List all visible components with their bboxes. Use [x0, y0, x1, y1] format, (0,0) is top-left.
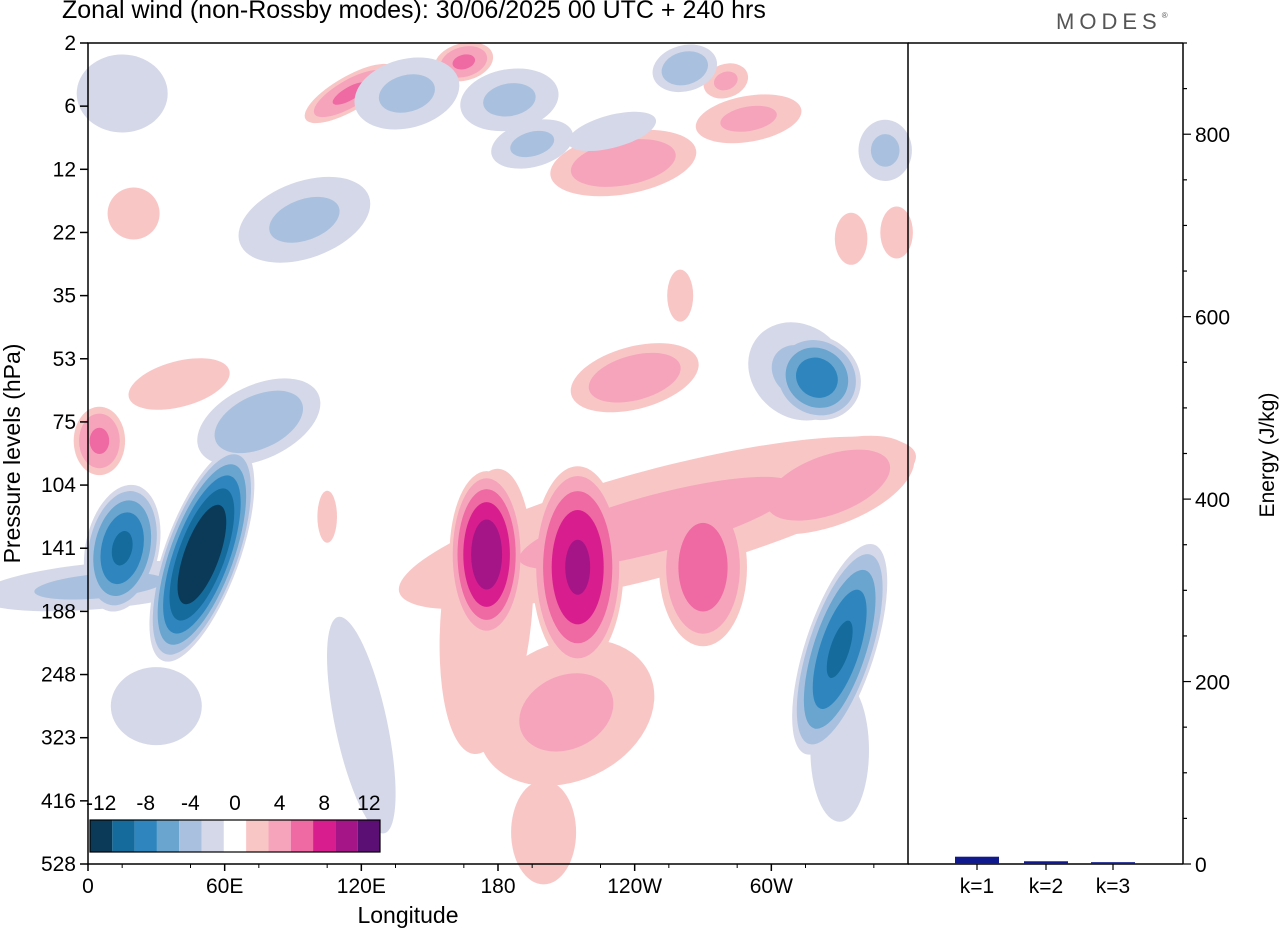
wind-contour-pos-1-29	[588, 352, 681, 403]
y-axis-label: Pressure levels (hPa)	[0, 344, 25, 564]
bar-k=3	[1091, 862, 1135, 864]
wind-contour-neg-7-8	[269, 196, 340, 243]
wind-contour-neg-7-9	[378, 74, 435, 113]
zonal-wind-field	[0, 42, 916, 885]
y-tick-label-141: 141	[41, 537, 76, 560]
bar-category-label-k=1: k=1	[960, 875, 994, 898]
colorbar-swatch-8	[268, 820, 291, 852]
wind-contour-pos-1-24	[519, 673, 614, 752]
bar-category-label-k=3: k=3	[1096, 875, 1130, 898]
wind-contour-pos-2-26	[89, 427, 110, 454]
colorbar-label--8: -8	[136, 792, 155, 815]
wind-contour-neg-7-11	[510, 130, 555, 158]
y-tick-label-53: 53	[53, 348, 76, 371]
colorbar-swatch-10	[313, 820, 336, 852]
wind-contour-neg-6-12	[567, 111, 657, 152]
wind-contour-pos-0-25	[511, 780, 577, 885]
colorbar-label--12: -12	[86, 792, 116, 815]
wind-contour-neg-9-3	[795, 357, 838, 398]
wind-contour-neg-10-2	[826, 620, 853, 678]
x-tick-label-180: 180	[480, 875, 515, 898]
colorbar-label-0: 0	[229, 792, 241, 815]
y-tick-label-528: 528	[41, 853, 76, 876]
wind-contour-pos-0-27	[128, 358, 230, 410]
x-tick-label-0: 0	[82, 875, 94, 898]
wind-contour-pos-0-37	[880, 206, 913, 259]
x-tick-label-60W: 60W	[750, 875, 793, 898]
colorbar-swatch-0	[90, 820, 113, 852]
y-tick-label-75: 75	[53, 411, 76, 434]
colorbar-swatch-1	[112, 820, 135, 852]
y-tick-label-104: 104	[41, 474, 76, 497]
y-tick-label-35: 35	[53, 285, 76, 308]
wind-contour-neg-10-1	[111, 530, 133, 566]
bar-y-tick-label-600: 600	[1195, 307, 1230, 330]
colorbar-swatch-5	[201, 820, 224, 852]
colorbar-label--4: -4	[181, 792, 200, 815]
wind-contour-pos-1-33	[713, 71, 738, 91]
bar-y-tick-label-0: 0	[1195, 854, 1207, 877]
y-tick-label-22: 22	[53, 221, 76, 244]
wind-contour-pos-0-38	[317, 490, 338, 543]
colorbar-swatch-2	[134, 820, 157, 852]
bar-y-tick-label-400: 400	[1195, 489, 1230, 512]
colorbar-swatch-4	[179, 820, 202, 852]
wind-feature-3	[816, 421, 817, 422]
wind-contour-pos-1-32	[720, 105, 777, 132]
y-tick-label-2: 2	[64, 32, 76, 55]
colorbar-label-4: 4	[274, 792, 286, 815]
x-tick-label-60E: 60E	[206, 875, 243, 898]
wind-contour-pos-4-19	[565, 539, 591, 595]
bar-category-label-k=2: k=2	[1029, 875, 1063, 898]
wind-feature-2	[885, 611, 886, 612]
wind-contour-neg-7-10	[483, 83, 536, 117]
wind-feature-7	[99, 485, 100, 486]
colorbar-swatch-11	[335, 820, 358, 852]
colorbar-swatch-7	[246, 820, 269, 852]
wind-contour-neg-6-6	[110, 667, 202, 746]
colorbar-swatch-9	[290, 820, 314, 852]
wind-contour-pos-0-36	[834, 212, 868, 265]
x-axis-label: Longitude	[357, 902, 458, 928]
y-tick-label-6: 6	[64, 95, 76, 118]
y-tick-label-248: 248	[41, 664, 76, 687]
bar-k=1	[955, 856, 999, 864]
colorbar-swatch-6	[223, 820, 247, 852]
wind-contour-neg-11-0	[177, 504, 227, 605]
wind-contour-pos-0-34	[107, 187, 160, 240]
modes-logo: MODES®	[1056, 9, 1168, 34]
wind-contour-pos-1-22	[766, 449, 891, 521]
colorbar-swatch-3	[156, 820, 180, 852]
wind-contour-pos-2-31	[452, 54, 476, 70]
wind-contour-pos-4-18	[471, 519, 503, 590]
x-tick-label-120W: 120W	[607, 875, 662, 898]
wind-contour-neg-7-13	[661, 51, 708, 86]
colorbar-label-8: 8	[318, 792, 330, 815]
colorbar-swatch-12	[357, 820, 380, 852]
wind-contour-neg-7-16	[214, 390, 304, 454]
y-tick-label-12: 12	[53, 158, 76, 181]
wind-contour-pos-1-28	[570, 139, 676, 187]
bar-y-tick-label-200: 200	[1195, 672, 1230, 695]
wind-contour-pos-2-20	[678, 522, 728, 612]
wind-feature-8	[634, 421, 635, 422]
bar-y-tick-label-800: 800	[1195, 124, 1230, 147]
wind-contour-neg-7-15	[870, 134, 900, 167]
wind-contour-neg-6-14	[76, 54, 168, 133]
colorbar-frame	[89, 819, 381, 853]
y-tick-label-416: 416	[41, 790, 76, 813]
bar-k=2	[1024, 861, 1068, 864]
wind-contour-pos-0-35	[667, 269, 694, 322]
chart-title: Zonal wind (non-Rossby modes): 30/06/202…	[62, 0, 766, 24]
wind-contour-neg-6-5	[327, 616, 396, 834]
colorbar-label-12: 12	[357, 792, 380, 815]
y-tick-label-188: 188	[41, 600, 76, 623]
y-tick-label-323: 323	[41, 727, 76, 750]
bar-y-axis-label: Energy (J/kg)	[1256, 393, 1279, 518]
x-tick-label-120E: 120E	[337, 875, 386, 898]
